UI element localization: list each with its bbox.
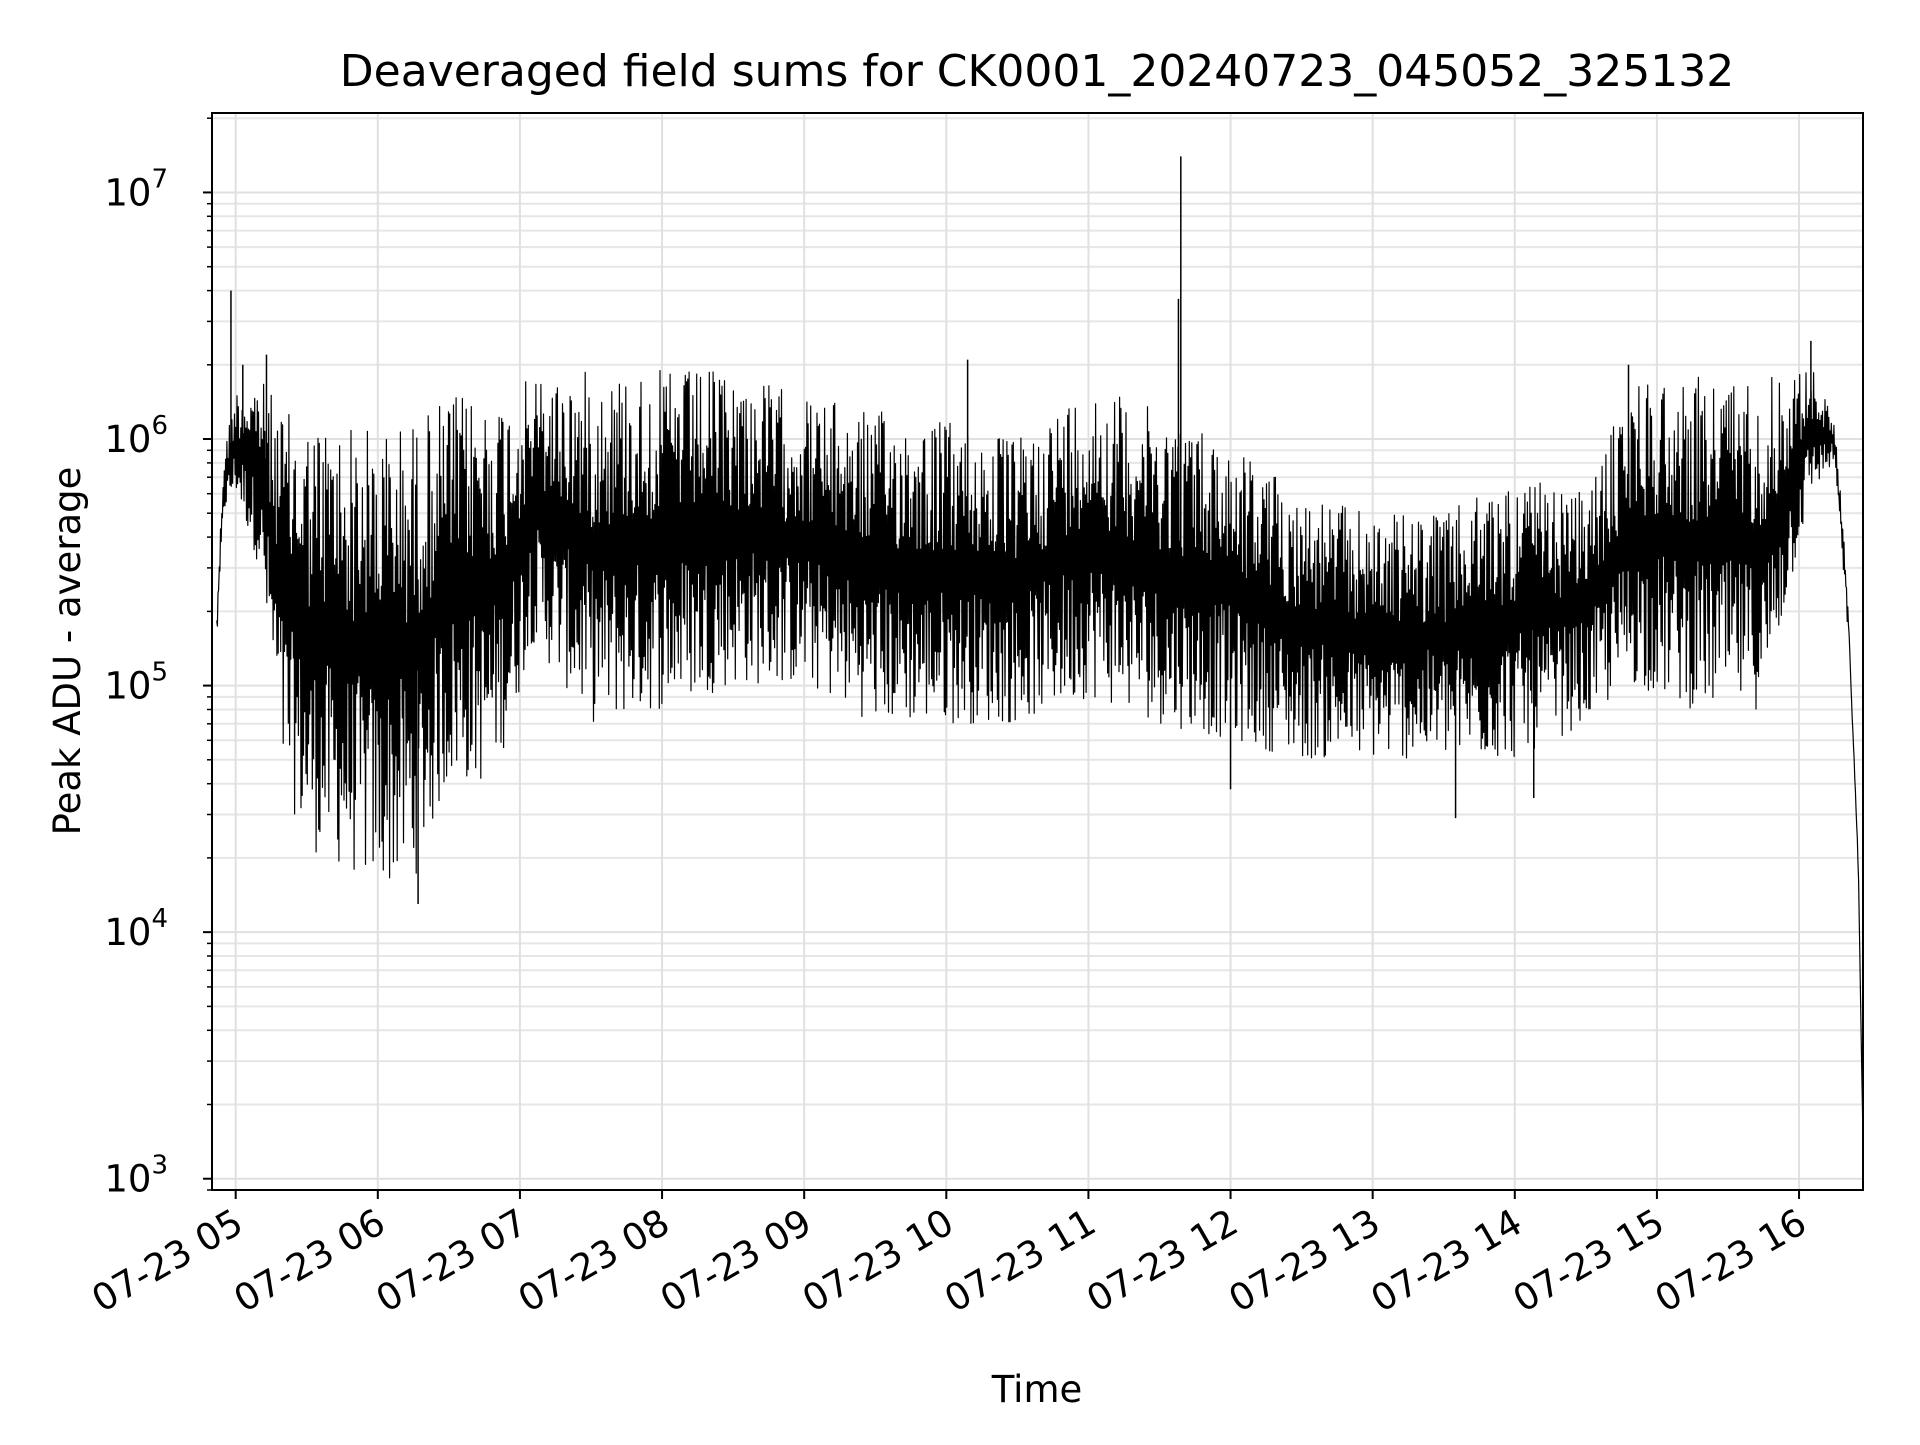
series-layer <box>216 156 1864 1143</box>
y-tick-label: 106 <box>104 411 168 461</box>
y-axis-label: Peak ADU - average <box>46 467 89 836</box>
series-line <box>216 370 1864 1143</box>
plot-frame <box>211 112 1864 1191</box>
y-tick-label: 105 <box>104 658 168 708</box>
x-axis-label: Time <box>991 1368 1083 1411</box>
y-tick-label: 107 <box>104 164 168 214</box>
y-tick-label: 103 <box>104 1151 168 1201</box>
y-tick-label: 104 <box>104 904 168 954</box>
chart-title: Deaveraged field sums for CK0001_2024072… <box>340 46 1734 97</box>
